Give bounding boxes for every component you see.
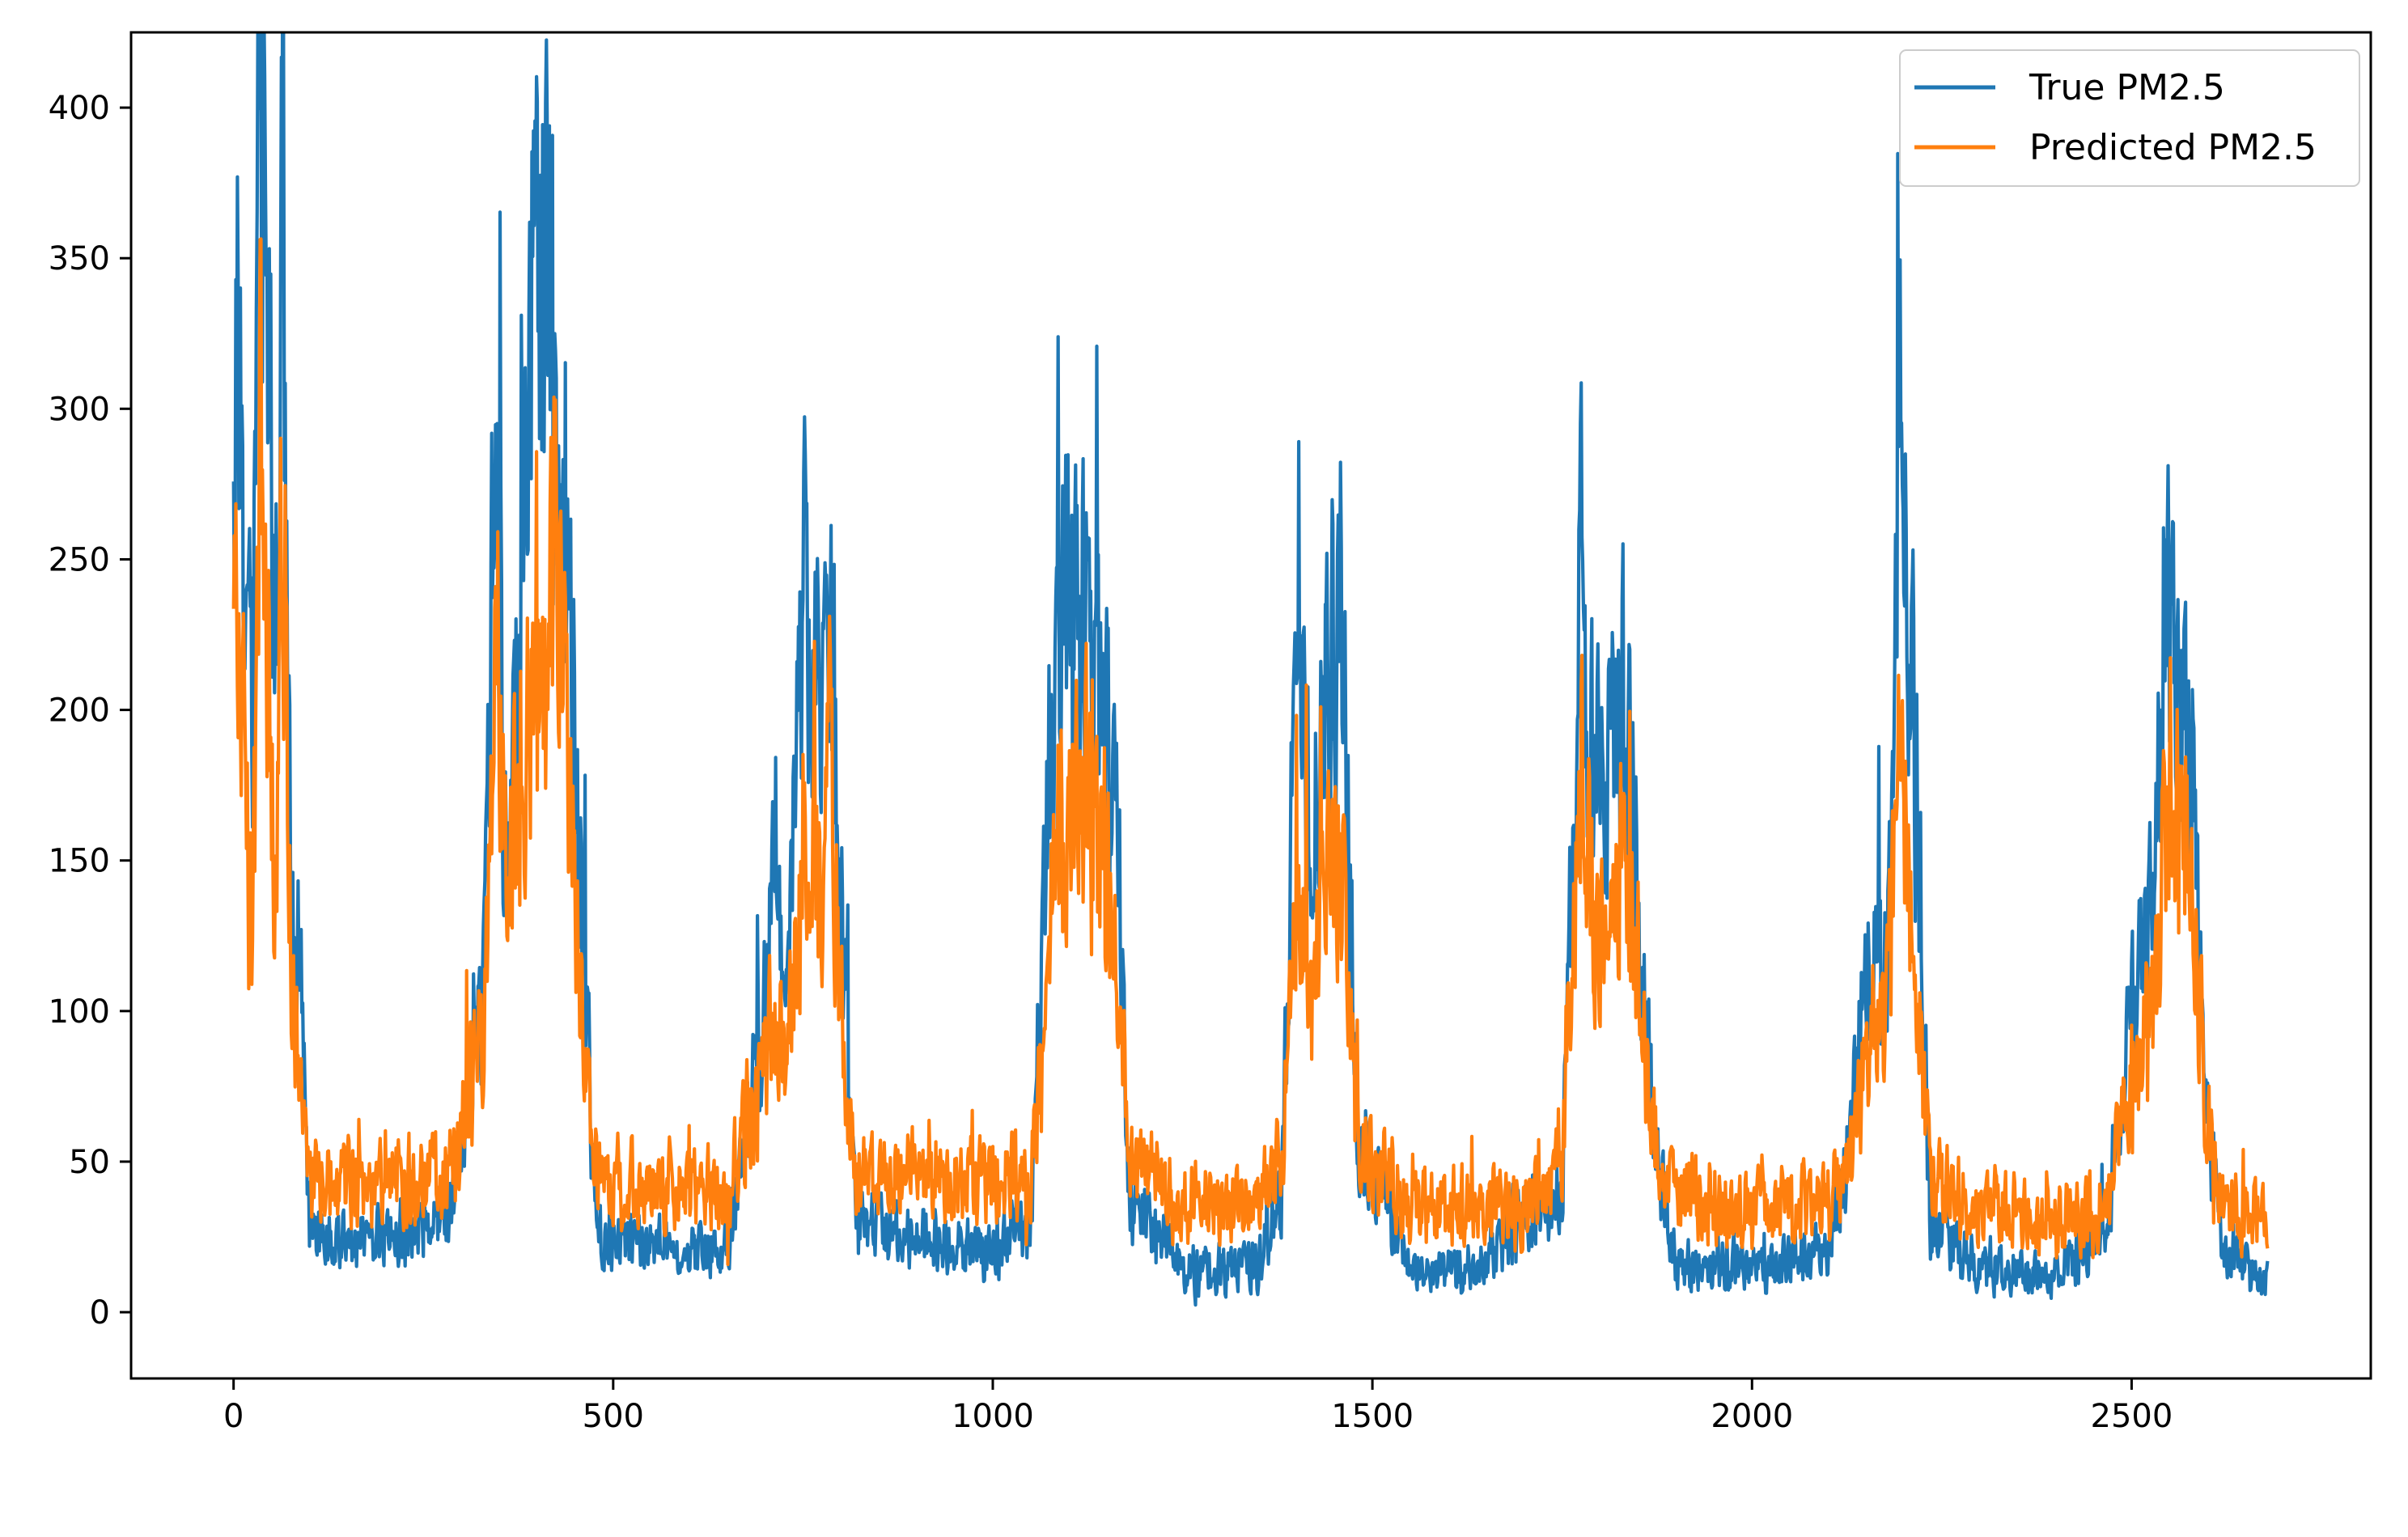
legend-label: Predicted PM2.5 — [2029, 127, 2317, 168]
series-layer — [231, 32, 2270, 1307]
legend-box — [1899, 49, 2360, 187]
y-tick-label: 300 — [49, 391, 110, 428]
series-line-predicted — [231, 237, 2270, 1267]
y-tick-label: 400 — [49, 90, 110, 127]
y-tick-label: 350 — [49, 240, 110, 277]
y-tick-label: 100 — [49, 993, 110, 1031]
plot-frame — [129, 31, 2372, 1380]
x-tick-label: 500 — [583, 1398, 644, 1435]
x-tick-label: 0 — [223, 1398, 244, 1435]
y-tick-label: 150 — [49, 843, 110, 880]
legend-label: True PM2.5 — [2029, 67, 2225, 108]
y-tick-label: 50 — [69, 1144, 110, 1181]
legend: True PM2.5 Predicted PM2.5 — [1899, 49, 2360, 187]
y-tick-label: 0 — [90, 1294, 110, 1332]
x-tick-label: 2500 — [2091, 1398, 2173, 1435]
axes-layer: 0 500 1000 1500 2000 2500 0 50 100 150 200 250 300 35… — [49, 31, 2372, 1435]
y-tick-label: 200 — [49, 692, 110, 730]
x-tick-label: 2000 — [1711, 1398, 1793, 1435]
x-tick-label: 1000 — [952, 1398, 1034, 1435]
y-tick-label: 250 — [49, 541, 110, 578]
x-tick-label: 1500 — [1331, 1398, 1414, 1435]
